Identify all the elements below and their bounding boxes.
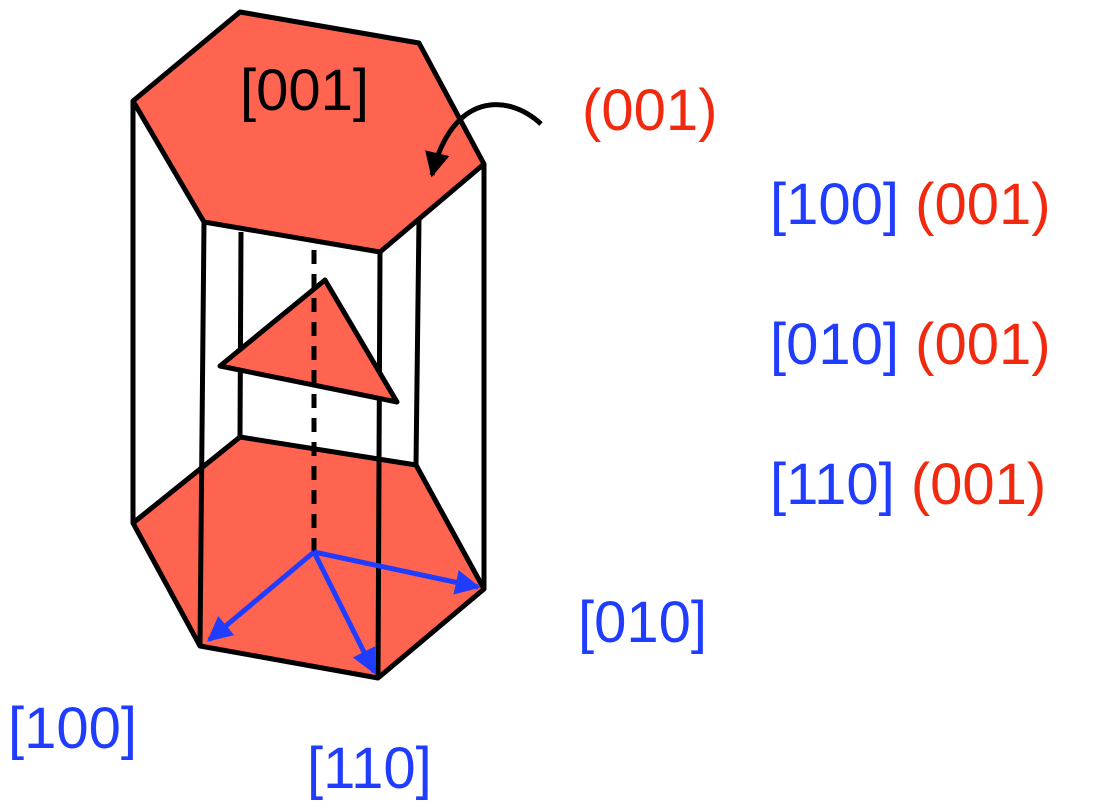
edge-back-right bbox=[413, 218, 422, 466]
edge-back-left bbox=[237, 231, 244, 438]
edge-front-left bbox=[197, 221, 207, 647]
label-dir-100: [100] bbox=[8, 696, 137, 761]
plane-pointer-arrow bbox=[425, 102, 543, 178]
top-face bbox=[130, 9, 487, 255]
label-dir-110: [110] bbox=[307, 736, 432, 801]
vector-100 bbox=[207, 550, 316, 642]
slip-system-item: [110] (001) bbox=[770, 452, 1046, 517]
direction-vectors bbox=[207, 549, 481, 675]
label-axis-001: [001] bbox=[240, 58, 369, 123]
triangle-plane bbox=[217, 277, 400, 405]
slip-plane: (001) bbox=[915, 312, 1050, 377]
slip-direction: [010] bbox=[770, 312, 899, 377]
slip-systems-list: [100] (001) [010] (001) [110] (001) bbox=[770, 172, 1051, 517]
label-plane-001: (001) bbox=[582, 78, 717, 143]
slip-plane: (001) bbox=[911, 452, 1046, 517]
vector-010 bbox=[313, 549, 481, 595]
edge-front-right bbox=[375, 251, 383, 679]
slip-plane: (001) bbox=[915, 172, 1050, 237]
vector-110 bbox=[311, 550, 377, 675]
slip-direction: [110] bbox=[770, 452, 895, 517]
slip-system-item: [100] (001) bbox=[770, 172, 1051, 237]
slip-system-item: [010] (001) bbox=[770, 312, 1051, 377]
slip-direction: [100] bbox=[770, 172, 899, 237]
label-dir-010: [010] bbox=[578, 590, 707, 655]
prism-edges bbox=[130, 101, 487, 679]
